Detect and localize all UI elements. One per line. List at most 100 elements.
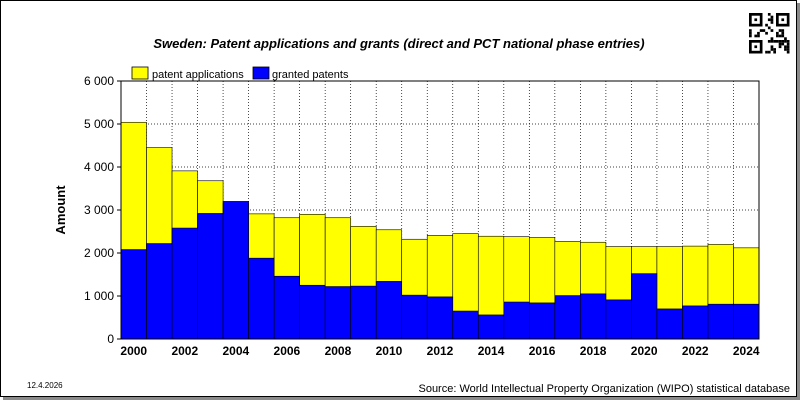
qr-module (767, 13, 771, 16)
qr-finder-core (754, 18, 758, 22)
x-tick-label: 2006 (274, 344, 301, 358)
qr-module (773, 48, 776, 51)
x-tick-label: 2002 (171, 344, 198, 358)
chart-title: Sweden: Patent applications and grants (… (153, 36, 644, 51)
bar-granted-2024 (733, 303, 760, 340)
qr-module (765, 50, 768, 54)
bar-granted-2013 (452, 310, 479, 340)
bar-granted-2002 (171, 227, 198, 340)
qr-module (770, 40, 774, 43)
y-axis-label: Amount (53, 185, 68, 235)
x-tick-label: 2004 (222, 344, 249, 358)
bar-granted-2010 (375, 281, 403, 340)
bar-granted-2020 (631, 273, 658, 340)
y-tick-label: 5 000 (84, 117, 114, 131)
bar-granted-2022 (682, 305, 709, 340)
qr-module (784, 48, 787, 51)
qr-module (781, 29, 785, 32)
y-tick-label: 6 000 (84, 74, 114, 88)
bar-granted-2014 (477, 314, 505, 340)
bar-granted-2019 (605, 299, 632, 340)
legend: patent applications granted patents (131, 66, 349, 81)
qr-module (776, 40, 779, 43)
qr-module (749, 34, 752, 38)
qr-module (759, 29, 763, 32)
bar-granted-2005 (248, 257, 275, 340)
bar-granted-2007 (299, 284, 326, 340)
legend-swatch-applications (131, 66, 149, 80)
bar-granted-2009 (350, 285, 377, 340)
bar-granted-2011 (401, 294, 428, 340)
qr-module (749, 31, 752, 35)
x-tick-label: 2010 (376, 344, 403, 358)
bar-granted-2004 (222, 201, 249, 340)
bar-granted-2003 (197, 213, 224, 340)
qr-module (770, 48, 774, 51)
qr-module (767, 26, 771, 30)
date-label: 12.4.2026 (27, 381, 63, 390)
bar-granted-2000 (120, 249, 147, 340)
source-label: Source: World Intellectual Property Orga… (418, 383, 790, 395)
qr-module (784, 40, 787, 43)
qr-module (786, 50, 790, 54)
bar-granted-2017 (554, 295, 581, 340)
qr-module (786, 42, 790, 46)
bar-granted-2016 (529, 302, 556, 340)
qr-module (765, 23, 768, 27)
legend-swatch-granted (252, 66, 270, 80)
qr-module (778, 45, 782, 49)
legend-label-granted: granted patents (272, 69, 349, 81)
y-axis-ticks: 0 1 000 2 000 3 000 4 000 5 000 6 000 (84, 74, 121, 346)
qr-module (778, 29, 782, 32)
x-tick-label: 2014 (478, 344, 505, 358)
qr-module (781, 31, 785, 35)
qr-module (770, 45, 774, 49)
x-tick-label: 2016 (529, 344, 556, 358)
qr-finder-core (781, 18, 785, 22)
qr-module (770, 21, 774, 24)
bar-granted-2023 (707, 303, 734, 340)
y-tick-label: 2 000 (84, 246, 114, 260)
qr-module (781, 40, 785, 43)
qr-module (784, 37, 787, 40)
y-tick-label: 0 (107, 332, 114, 346)
qr-module (770, 18, 774, 22)
qr-module (757, 34, 760, 38)
qr-module (770, 37, 774, 40)
qr-module (749, 29, 752, 32)
qr-module (786, 40, 790, 43)
qr-module (754, 34, 758, 38)
qr-module (784, 45, 787, 49)
qr-module (781, 34, 785, 38)
legend-label-applications: patent applications (152, 69, 244, 81)
x-tick-label: 2020 (631, 344, 658, 358)
bar-granted-2008 (324, 286, 351, 340)
x-tick-label: 2022 (682, 344, 709, 358)
qr-module (767, 50, 771, 54)
qr-module (773, 40, 776, 43)
qr-module (770, 15, 774, 19)
bar-granted-2018 (580, 293, 607, 340)
qr-finder-core (754, 45, 758, 49)
qr-module (770, 29, 774, 32)
bar-granted-2021 (656, 308, 683, 340)
y-tick-label: 1 000 (84, 289, 114, 303)
qr-module (778, 42, 782, 46)
qr-module (778, 40, 782, 43)
y-tick-label: 4 000 (84, 160, 114, 174)
x-tick-label: 2008 (325, 344, 352, 358)
y-tick-label: 3 000 (84, 203, 114, 217)
qr-module (778, 34, 782, 38)
x-tick-label: 2024 (733, 344, 760, 358)
qr-module (776, 31, 779, 35)
qr-module (776, 34, 779, 38)
x-axis-ticks: 2000 2002 2004 2006 2008 2010 2012 2014 2016 2018… (120, 344, 760, 358)
qr-module (767, 40, 771, 43)
x-tick-label: 2012 (427, 344, 454, 358)
qr-module (767, 18, 771, 22)
bar-granted-2006 (273, 275, 300, 340)
bar-granted-2001 (146, 243, 173, 340)
x-tick-label: 2000 (120, 344, 147, 358)
